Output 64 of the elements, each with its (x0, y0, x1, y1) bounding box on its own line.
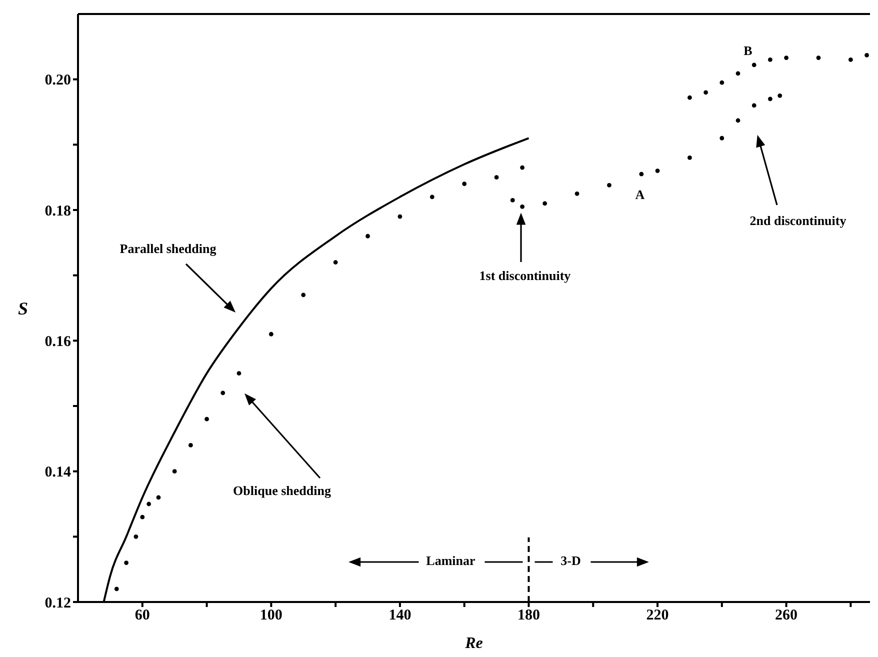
point (720, 80, 724, 85)
point (301, 292, 306, 298)
point (333, 260, 338, 264)
point (510, 198, 515, 202)
point (720, 136, 724, 140)
point (736, 71, 740, 76)
x-tick-label: 100 (260, 608, 282, 624)
annotation: 2nd discontinuity (750, 212, 847, 228)
annotation: A (635, 186, 646, 202)
x-tick-label: 180 (517, 608, 540, 624)
point (768, 96, 772, 102)
y-tick-label: 0.18 (44, 203, 71, 220)
x-tick-label: 140 (388, 608, 412, 624)
point (752, 103, 756, 108)
point (172, 469, 177, 474)
point (462, 182, 467, 186)
point (430, 194, 434, 200)
point (864, 52, 869, 58)
point (268, 332, 274, 336)
point (188, 443, 193, 448)
y-axis-title: S (18, 298, 28, 318)
x-tick-label: 260 (775, 608, 798, 624)
point (156, 495, 161, 500)
point (639, 172, 644, 176)
x-tick-label: 60 (134, 608, 150, 624)
point (784, 56, 788, 60)
point (366, 234, 370, 238)
annotation: Laminar (426, 552, 476, 568)
annotation: Parallel shedding (120, 240, 217, 256)
point (752, 62, 756, 68)
point (220, 390, 226, 396)
y-tick-label: 0.20 (44, 72, 71, 89)
point (688, 95, 692, 100)
y-tick-label: 0.16 (44, 334, 72, 350)
point (768, 58, 772, 62)
annotation: 1st discontinuity (479, 268, 572, 283)
point (816, 56, 821, 60)
point (607, 182, 612, 188)
point (134, 534, 138, 539)
point (848, 58, 853, 62)
x-tick-label: 220 (646, 608, 669, 624)
annotation: B (744, 42, 753, 58)
point (398, 214, 402, 219)
point (114, 586, 119, 592)
point (704, 90, 708, 95)
point (542, 201, 548, 206)
point (778, 93, 782, 98)
point (520, 165, 524, 170)
x-axis-title: Re (464, 635, 483, 652)
y-tick-label: 0.14 (44, 464, 72, 481)
y-tick-label: 0.12 (44, 595, 71, 612)
point (688, 156, 692, 160)
point (655, 168, 660, 173)
point (574, 191, 580, 196)
point (124, 560, 128, 565)
point (494, 175, 499, 180)
point (140, 514, 145, 520)
point (736, 118, 740, 123)
annotation: Oblique shedding (233, 482, 332, 498)
point (204, 416, 209, 422)
point (236, 371, 242, 376)
point (520, 204, 524, 209)
annotation: 3-D (560, 552, 581, 568)
point (146, 502, 152, 506)
